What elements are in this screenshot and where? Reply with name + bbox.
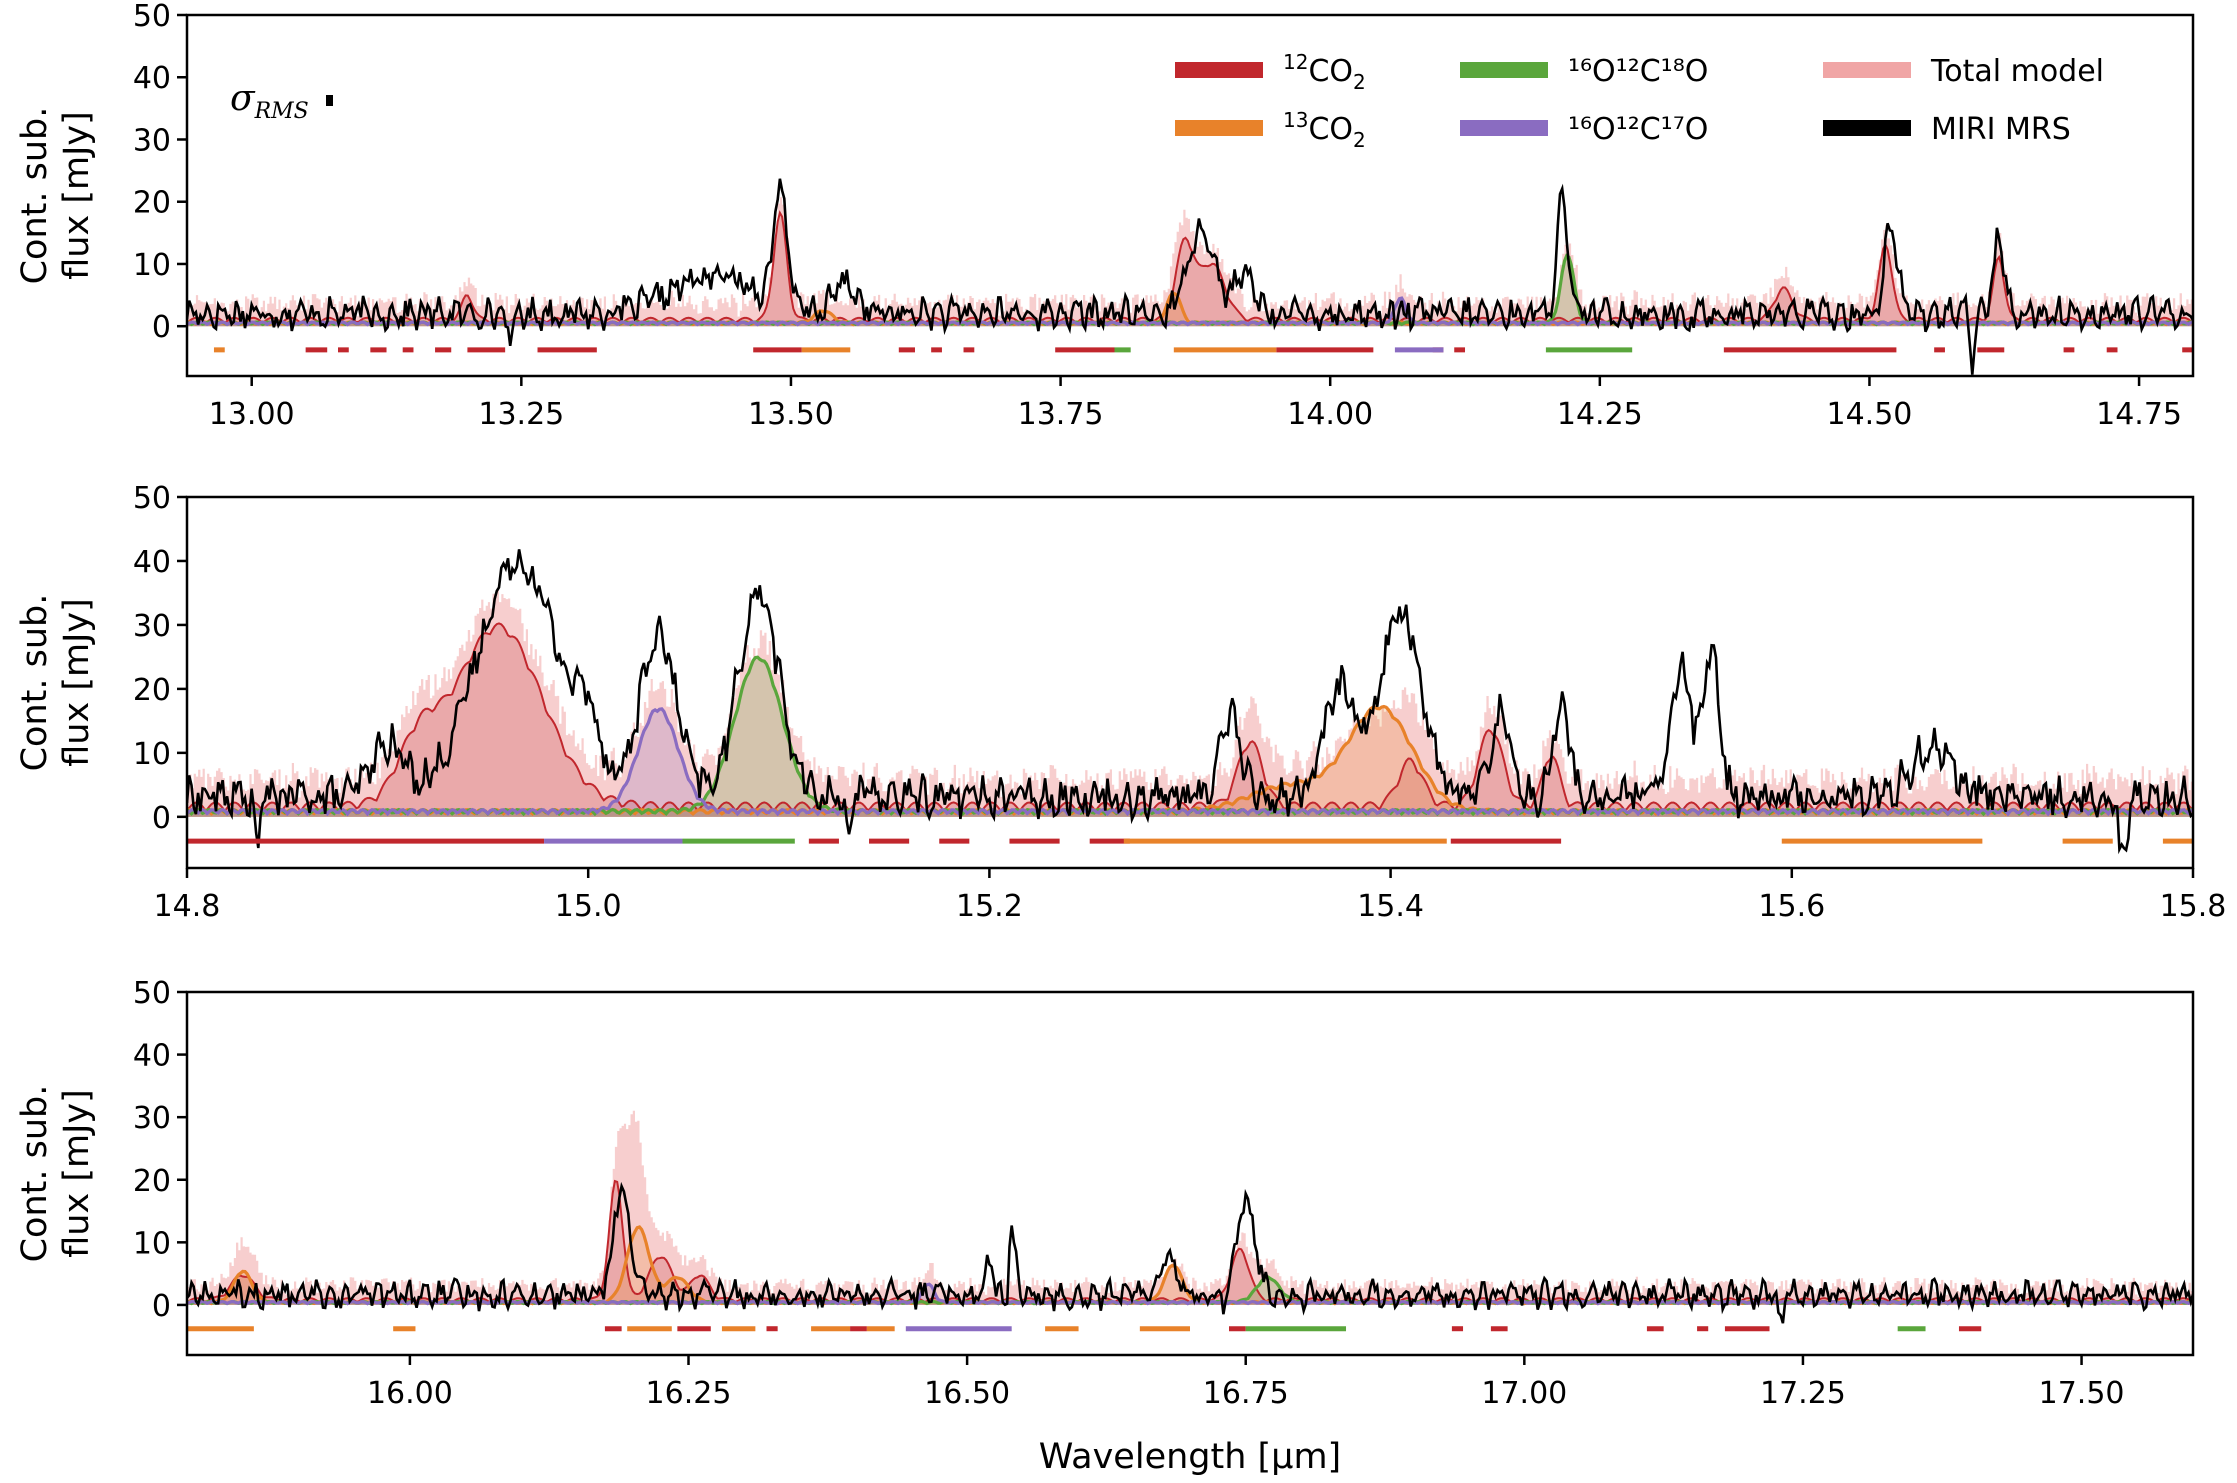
legend-item-o16c12o18: ¹⁶O¹²C¹⁸O [1460, 54, 1708, 89]
sigma-rms-bar [326, 95, 333, 106]
y-tick-label: 0 [152, 1289, 171, 1324]
axes-frame [185, 495, 2195, 870]
x-tick-label: 16.50 [924, 1376, 1010, 1411]
x-tick-label: 17.00 [1481, 1376, 1567, 1411]
y-tick-label: 10 [133, 1226, 171, 1261]
total-model-series [187, 587, 2193, 817]
panel-3: 0 10 20 30 40 50 16.00 16.25 16.50 16.75 17.00 17.2… [15, 976, 2195, 1411]
legend-swatch [1823, 120, 1911, 136]
x-tick-label: 16.25 [646, 1376, 732, 1411]
x-tick-label: 13.00 [209, 397, 295, 432]
x-tick-label: 15.4 [1357, 889, 1424, 924]
y-tick-label: 40 [133, 61, 171, 96]
legend-item-miri: MIRI MRS [1823, 112, 2071, 147]
y-tick-label: 30 [133, 1101, 171, 1136]
x-tick-label: 15.6 [1758, 889, 1825, 924]
legend-item-total: Total model [1823, 54, 2104, 89]
legend-item-co2_13: 13CO2 [1175, 108, 1366, 152]
legend-swatch [1823, 62, 1911, 78]
legend-item-co2_12: 12CO2 [1175, 50, 1366, 94]
y-tick-label: 30 [133, 609, 171, 644]
legend: 12CO2 13CO2 ¹⁶O¹²C¹⁸O ¹⁶O¹²C¹⁷O Total model M… [1175, 50, 2104, 152]
x-tick-label: 15.8 [2160, 889, 2227, 924]
sigma-rms-label: σRMS [230, 78, 309, 124]
y-tick-label: 10 [133, 737, 171, 772]
x-tick-label: 14.75 [2096, 397, 2182, 432]
panel-2: 0 10 20 30 40 50 14.8 15.0 15.2 15.4 15.6 15.8 Cont.… [15, 481, 2226, 924]
y-tick-label: 40 [133, 1039, 171, 1074]
legend-label: ¹⁶O¹²C¹⁷O [1568, 112, 1708, 147]
o16c12o17-fill [187, 708, 2193, 817]
x-tick-label: 17.25 [1760, 1376, 1846, 1411]
x-tick-label: 16.75 [1203, 1376, 1289, 1411]
axes-frame [185, 13, 2195, 378]
miri-mrs-series [187, 178, 2193, 375]
y-tick-label: 20 [133, 186, 171, 221]
x-tick-label: 16.00 [367, 1376, 453, 1411]
o16c12o17-series [187, 707, 2193, 817]
x-tick-label: 17.50 [2039, 1376, 2125, 1411]
x-tick-label: 13.75 [1018, 397, 1104, 432]
legend-swatch [1175, 62, 1263, 78]
y-tick-label: 20 [133, 1164, 171, 1199]
y-tick-label: 30 [133, 123, 171, 158]
panel-1: 0 10 20 30 40 50 13.00 13.25 13.50 13.75 14.00 14.2… [15, 0, 2195, 432]
x-tick-label: 13.25 [478, 397, 564, 432]
legend-item-o16c12o17: ¹⁶O¹²C¹⁷O [1460, 112, 1708, 147]
co2_12-fill [187, 212, 2193, 327]
y-tick-label: 50 [133, 0, 171, 34]
x-tick-label: 13.50 [748, 397, 834, 432]
sigma-rms-marker: σRMS [230, 78, 333, 124]
axes-frame [185, 990, 2195, 1357]
y-axis-label: Cont. sub.flux [mJy] [15, 107, 97, 285]
x-axis-label: Wavelength [μm] [1039, 1437, 1341, 1477]
x-tick-label: 14.25 [1557, 397, 1643, 432]
legend-swatch [1460, 62, 1548, 78]
miri-mrs-series [187, 549, 2193, 855]
o16c12o17-series [187, 1282, 2193, 1306]
y-tick-label: 50 [133, 976, 171, 1011]
x-tick-label: 14.50 [1827, 397, 1913, 432]
x-tick-label: 14.8 [154, 889, 221, 924]
legend-label: 13CO2 [1283, 108, 1366, 152]
legend-label: 12CO2 [1283, 50, 1366, 94]
y-tick-label: 40 [133, 545, 171, 580]
legend-label: MIRI MRS [1931, 112, 2071, 147]
co2_12-fill [187, 623, 2193, 817]
y-tick-label: 0 [152, 310, 171, 345]
x-tick-label: 15.2 [956, 889, 1023, 924]
legend-label: ¹⁶O¹²C¹⁸O [1568, 54, 1708, 89]
legend-swatch [1460, 120, 1548, 136]
x-tick-label: 15.0 [555, 889, 622, 924]
y-tick-label: 50 [133, 481, 171, 516]
legend-swatch [1175, 120, 1263, 136]
y-tick-label: 0 [152, 801, 171, 836]
y-axis-label: Cont. sub.flux [mJy] [15, 1085, 97, 1263]
x-tick-label: 14.00 [1287, 397, 1373, 432]
y-axis-label: Cont. sub.flux [mJy] [15, 594, 97, 772]
legend-label: Total model [1930, 54, 2104, 89]
total-model-series [187, 1110, 2193, 1305]
y-tick-label: 20 [133, 673, 171, 708]
miri-mrs-series [187, 1181, 2193, 1324]
y-tick-label: 10 [133, 248, 171, 283]
